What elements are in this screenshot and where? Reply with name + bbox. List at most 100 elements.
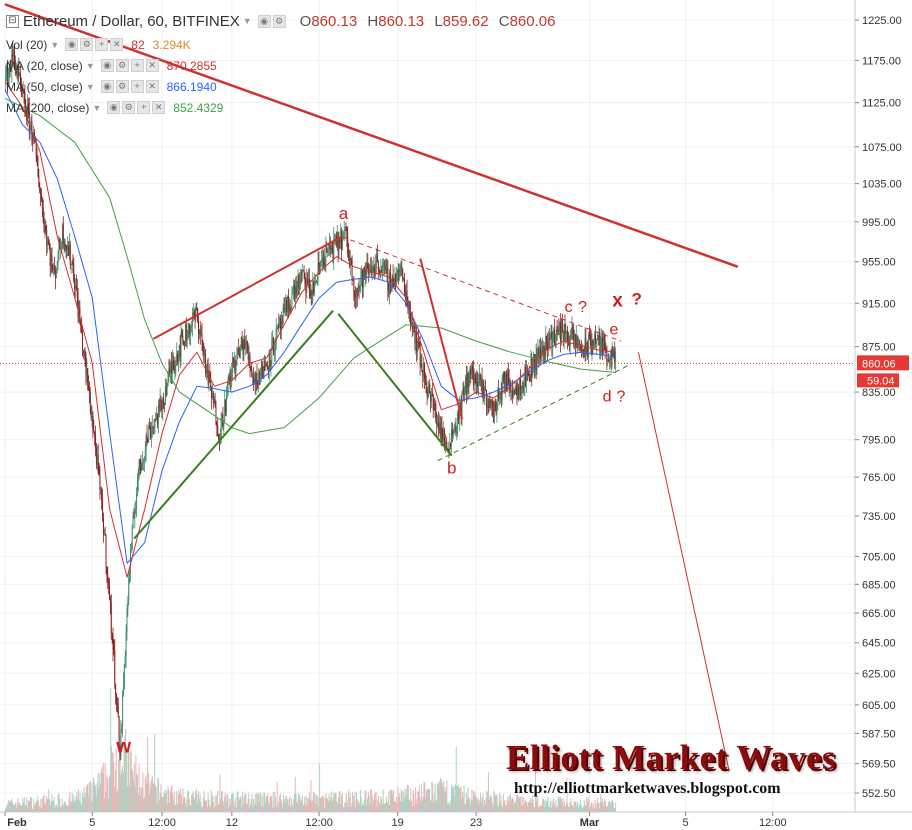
gear-icon[interactable]: ⚙ (115, 80, 129, 93)
price-axis[interactable]: 1225.001175.001125.001075.001035.00995.0… (854, 0, 912, 830)
candle-body (95, 435, 97, 449)
volume-bar (245, 793, 247, 812)
high-value: 860.13 (378, 12, 425, 30)
volume-bar (586, 797, 588, 812)
volume-bar (63, 801, 65, 812)
candle-body (328, 242, 330, 248)
volume-bar (83, 787, 85, 812)
volume-bar (249, 803, 251, 812)
candle-body (454, 427, 456, 431)
plus-icon[interactable]: + (95, 38, 109, 51)
volume-bar (409, 799, 411, 812)
volume-bar (593, 808, 595, 812)
gear-icon[interactable]: ⚙ (272, 14, 286, 28)
close-icon[interactable]: ✕ (110, 38, 124, 51)
candle-body (10, 69, 12, 72)
volume-ma-value: 3.294K (152, 37, 191, 52)
candle-body (157, 405, 159, 424)
close-icon[interactable]: ✕ (152, 101, 166, 114)
volume-bar (117, 789, 119, 812)
candle-body (486, 405, 488, 408)
volume-bar (37, 800, 39, 812)
eye-icon[interactable]: ◉ (65, 38, 79, 51)
volume-bar (264, 802, 266, 812)
candle-body (513, 389, 515, 394)
volume-bar (505, 804, 507, 812)
candle-body (478, 374, 480, 384)
indicator-controls[interactable]: ◉ ⚙ + ✕ (100, 59, 159, 72)
indicator-volume[interactable]: Vol (20) ▼ ◉ ⚙ + ✕ 82 3.294K (6, 34, 555, 55)
volume-bar (109, 774, 111, 812)
candle-body (444, 441, 446, 445)
close-icon[interactable]: ✕ (145, 59, 159, 72)
candle-body (543, 346, 545, 354)
candle-body (523, 388, 525, 389)
chevron-down-icon[interactable]: ▼ (85, 60, 95, 71)
gear-icon[interactable]: ⚙ (115, 59, 129, 72)
candle-body (276, 328, 278, 330)
candle-body (184, 324, 186, 345)
volume-bar (534, 807, 536, 812)
volume-bar (129, 786, 131, 812)
eye-icon[interactable]: ◉ (257, 14, 271, 28)
volume-bar (123, 742, 125, 812)
candle-body (538, 348, 540, 357)
volume-bar (72, 800, 74, 812)
volume-bar (202, 807, 204, 812)
candle-body (353, 280, 355, 292)
trendlines[interactable] (4, 3, 739, 772)
candle-body (87, 368, 89, 386)
plus-icon[interactable]: + (137, 101, 151, 114)
close-icon[interactable]: ✕ (145, 80, 159, 93)
eye-icon[interactable]: ◉ (100, 59, 114, 72)
candle-body (605, 348, 607, 351)
volume-bar (55, 805, 57, 812)
volume-bar (356, 792, 358, 812)
chevron-down-icon[interactable]: ▼ (85, 81, 95, 92)
volume-bar (451, 784, 453, 812)
indicator-controls[interactable]: ◉ ⚙ + ✕ (100, 80, 159, 93)
volume-bar (333, 792, 335, 812)
volume-bar (462, 796, 464, 812)
candle-body (149, 425, 151, 428)
indicator-controls[interactable]: ◉ ⚙ + ✕ (65, 38, 124, 51)
indicator-controls[interactable]: ◉ ⚙ + ✕ (107, 101, 166, 114)
gear-icon[interactable]: ⚙ (122, 101, 136, 114)
volume-bar (346, 800, 348, 812)
chevron-down-icon[interactable]: ▼ (242, 16, 252, 26)
volume-bar (463, 784, 465, 812)
volume-bar (568, 807, 570, 812)
eye-icon[interactable]: ◉ (107, 101, 121, 114)
indicator-ma20[interactable]: MA (20, close) ▼ ◉ ⚙ + ✕ 870.2855 (6, 55, 555, 76)
gear-icon[interactable]: ⚙ (80, 38, 94, 51)
symbol-title[interactable]: Ethereum / Dollar, 60, BITFINEX (23, 12, 240, 30)
volume-bar (562, 798, 564, 812)
volume-bar (380, 796, 382, 812)
chevron-down-icon[interactable]: ▼ (50, 39, 60, 50)
eye-icon[interactable]: ◉ (100, 80, 114, 93)
candle-body (546, 336, 548, 344)
volume-bar (205, 799, 207, 812)
volume-bar (63, 804, 65, 812)
volume-bar (298, 794, 300, 812)
volume-bar (65, 804, 67, 812)
plus-icon[interactable]: + (130, 59, 144, 72)
candle-body (442, 437, 444, 441)
chevron-down-icon[interactable]: ▼ (92, 102, 102, 113)
candle-body (397, 270, 399, 281)
candle-body (42, 207, 44, 222)
collapse-icon[interactable]: ⊟ (6, 14, 19, 28)
indicator-ma200[interactable]: MA (200, close) ▼ ◉ ⚙ + ✕ 852.4329 (6, 97, 555, 118)
candle-body (17, 67, 19, 75)
volume-bar (523, 797, 525, 812)
volume-bar (611, 799, 613, 812)
volume-bar (448, 805, 450, 812)
plus-icon[interactable]: + (130, 80, 144, 93)
indicator-ma50[interactable]: MA (50, close) ▼ ◉ ⚙ + ✕ 866.1940 (6, 76, 555, 97)
volume-bar (539, 804, 541, 812)
series-controls[interactable]: ◉ ⚙ (257, 14, 286, 28)
candle-body (39, 187, 41, 192)
volume-bar (220, 798, 222, 812)
time-axis[interactable]: Feb 5 12:00 12 12:00 19 23 Mar 5 12:00 (0, 811, 912, 830)
